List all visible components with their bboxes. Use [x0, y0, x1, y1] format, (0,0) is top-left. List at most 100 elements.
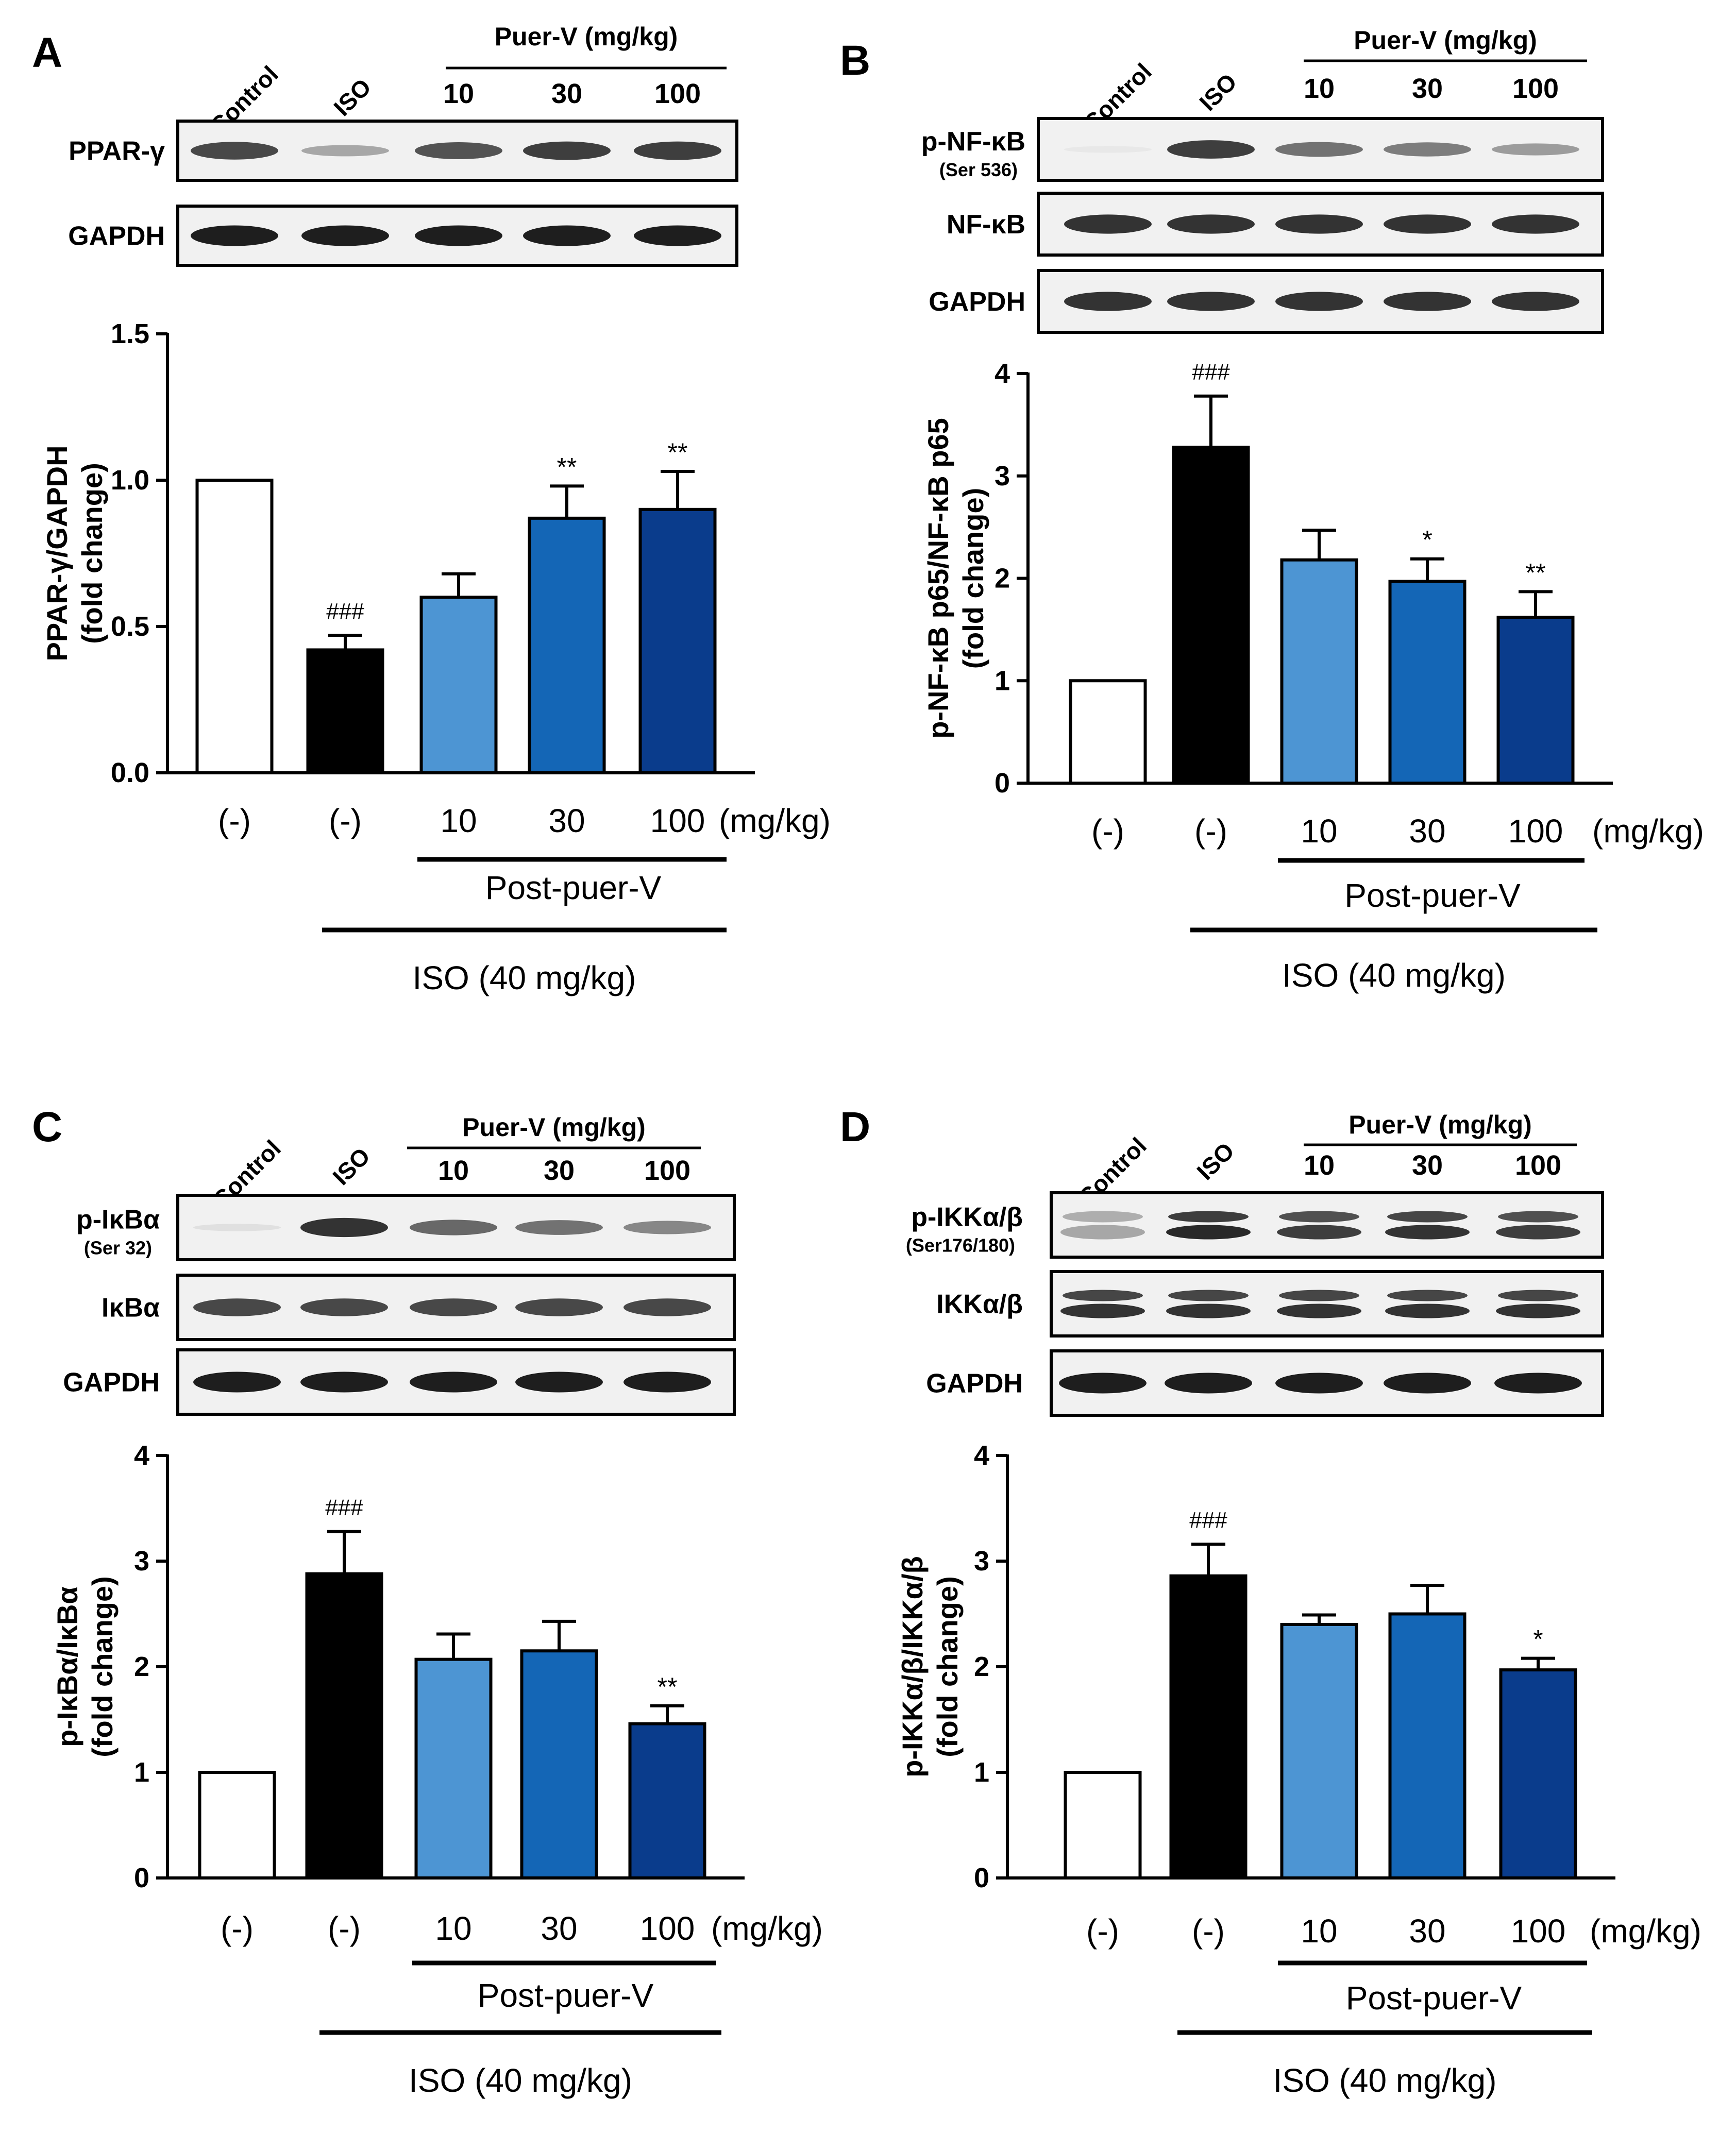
iso-label: ISO (40 mg/kg) — [413, 959, 636, 996]
lane-label-dose: 10 — [1304, 73, 1335, 104]
blot-band — [410, 1372, 497, 1393]
blot-sublabel: (Ser 536) — [939, 159, 1018, 180]
blot-band — [1165, 1373, 1252, 1394]
lane-label-puer-v: Puer-V (mg/kg) — [1354, 26, 1537, 55]
blot-band — [1060, 1225, 1145, 1240]
panel-letter: D — [840, 1104, 870, 1150]
lane-label-dose: 30 — [1412, 73, 1443, 104]
blot-band — [1492, 214, 1579, 234]
lane-label-dose: 30 — [1412, 1150, 1443, 1181]
y-tick-label: 3 — [995, 461, 1010, 492]
bar — [1169, 1574, 1248, 1880]
iso-label: ISO (40 mg/kg) — [1273, 2062, 1497, 2099]
blot-band — [415, 142, 502, 159]
x-group-label: 100 — [650, 802, 705, 839]
x-group-label: (-) — [218, 802, 251, 839]
blot-band — [1275, 1373, 1363, 1394]
blot-band — [1275, 142, 1363, 157]
x-unit-label: (mg/kg) — [1592, 812, 1704, 850]
blot-label: p-IKKα/β — [911, 1203, 1023, 1232]
bar — [1496, 616, 1575, 785]
bar — [1388, 580, 1467, 785]
blot-band — [410, 1298, 497, 1316]
lane-label-dose: 30 — [544, 1155, 575, 1186]
y-tick-label: 0 — [974, 1863, 989, 1893]
x-group-label: 100 — [640, 1910, 695, 1947]
blot-band — [1492, 143, 1579, 156]
x-group-label: (-) — [1091, 812, 1124, 850]
y-tick-label: 0 — [134, 1863, 149, 1893]
lane-label-dose: 100 — [654, 78, 701, 109]
blot-band — [623, 1221, 711, 1234]
significance-mark: ### — [325, 1495, 363, 1520]
blot-band — [1384, 292, 1471, 311]
y-axis-title: p-IKKα/β/IKKα/β — [896, 1556, 929, 1778]
y-axis-subtitle: (fold change) — [76, 463, 108, 644]
blot-band — [1496, 1225, 1580, 1240]
panel-letter: A — [32, 29, 62, 76]
x-group-label: 30 — [1409, 1912, 1445, 1950]
blot-band — [415, 225, 502, 246]
significance-mark: * — [1422, 526, 1432, 554]
lane-label-dose: 10 — [1304, 1150, 1335, 1181]
blot-band — [1279, 1290, 1359, 1301]
blot-band — [523, 225, 611, 246]
bar — [628, 1722, 706, 1880]
significance-mark: ### — [326, 599, 364, 624]
iso-label: ISO (40 mg/kg) — [409, 2062, 632, 2099]
blot-label: GAPDH — [68, 222, 165, 251]
blot-band — [1384, 214, 1471, 234]
bar — [1280, 1623, 1358, 1880]
lane-label-dose: 30 — [551, 78, 582, 109]
x-group-label: 100 — [1511, 1912, 1566, 1950]
y-tick-label: 3 — [134, 1546, 149, 1577]
bar — [419, 596, 498, 774]
bar — [1499, 1668, 1577, 1880]
iso-label: ISO (40 mg/kg) — [1282, 957, 1506, 994]
blot-band — [623, 1298, 711, 1316]
lane-label-puer-v: Puer-V (mg/kg) — [1349, 1110, 1532, 1139]
y-tick-label: 1.0 — [111, 465, 149, 496]
x-group-label: (-) — [328, 1910, 361, 1947]
lane-label-dose: 100 — [1512, 73, 1559, 104]
blot-label: PPAR-γ — [69, 137, 165, 166]
y-tick-label: 4 — [974, 1440, 989, 1471]
bar — [1388, 1612, 1467, 1880]
blot-sublabel: (Ser 32) — [84, 1238, 152, 1259]
y-tick-label: 4 — [134, 1440, 149, 1471]
y-axis-title: PPAR-γ/GAPDH — [41, 445, 73, 661]
blot-band — [1498, 1211, 1578, 1223]
lane-label-dose: 10 — [438, 1155, 469, 1186]
blot-frame — [1050, 1270, 1604, 1338]
significance-mark: ** — [658, 1672, 678, 1701]
blot-band — [1275, 214, 1363, 234]
blot-band — [1059, 1373, 1147, 1394]
bar — [1064, 1771, 1142, 1880]
blot-band — [1166, 1304, 1251, 1318]
y-tick-label: 0.0 — [111, 757, 149, 788]
blot-band — [1387, 1290, 1468, 1301]
significance-mark: ** — [668, 438, 688, 467]
x-group-label: 10 — [440, 802, 477, 839]
y-tick-label: 0.5 — [111, 611, 149, 642]
x-unit-label: (mg/kg) — [711, 1910, 823, 1947]
blot-band — [300, 1372, 388, 1393]
lane-label-dose: 10 — [443, 78, 474, 109]
blot-band — [1167, 214, 1255, 234]
blot-band — [1063, 1290, 1143, 1301]
x-group-label: (-) — [1194, 812, 1227, 850]
bar — [520, 1649, 598, 1880]
blot-band — [515, 1372, 603, 1393]
significance-mark: ** — [557, 452, 577, 481]
y-axis-subtitle: (fold change) — [931, 1576, 964, 1757]
x-unit-label: (mg/kg) — [1590, 1912, 1701, 1950]
blot-band — [1275, 292, 1363, 311]
y-tick-label: 1.5 — [111, 318, 149, 349]
x-group-label: 10 — [1301, 812, 1337, 850]
blot-band — [191, 142, 278, 160]
blot-label: GAPDH — [926, 1369, 1023, 1399]
blot-band — [1385, 1304, 1470, 1318]
